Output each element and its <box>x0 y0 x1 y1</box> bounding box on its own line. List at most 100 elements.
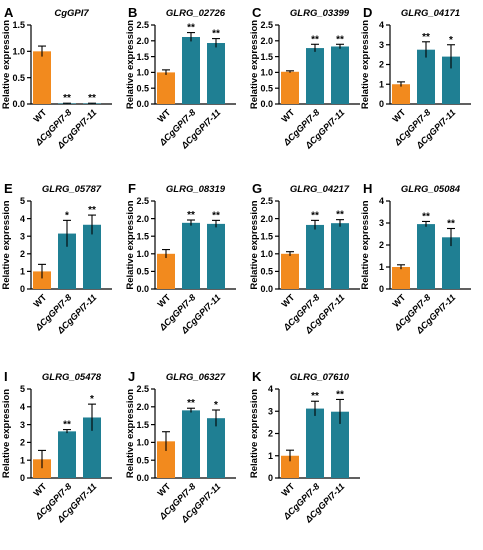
bar <box>306 224 324 289</box>
x-tick-label: WT <box>31 292 48 309</box>
y-axis-label: Relative expression <box>125 200 136 289</box>
significance-mark: ** <box>88 93 96 104</box>
panel-letter: E <box>4 181 13 196</box>
y-tick-label: 3 <box>379 40 384 50</box>
y-tick-label: 2.5 <box>260 196 273 206</box>
significance-mark: ** <box>311 34 319 45</box>
x-tick-label: WT <box>390 107 407 124</box>
y-tick-label: 2.5 <box>136 384 149 394</box>
y-tick-label: 1.5 <box>136 231 149 241</box>
chart-title: GLRG_04217 <box>290 184 350 195</box>
y-tick-label: 1.0 <box>260 68 273 78</box>
chart-title: GLRG_05084 <box>401 184 461 195</box>
y-tick-label: 1.5 <box>260 52 273 62</box>
y-tick-label: 0 <box>20 473 25 483</box>
y-tick-label: 0.0 <box>136 473 149 483</box>
panel-letter: F <box>128 181 136 196</box>
x-tick-label: WT <box>155 107 172 124</box>
y-axis-label: Relative expression <box>360 20 371 109</box>
y-tick-label: 1.0 <box>136 438 149 448</box>
y-tick-label: 0.0 <box>136 284 149 294</box>
bar <box>281 253 299 289</box>
y-tick-label: 5 <box>20 196 25 206</box>
bar <box>58 233 76 289</box>
significance-mark: ** <box>311 210 319 221</box>
y-tick-label: 4 <box>20 402 25 412</box>
y-tick-label: 0.0 <box>260 99 273 109</box>
y-tick-label: 2 <box>20 438 25 448</box>
significance-mark: ** <box>187 210 195 221</box>
y-tick-label: 4 <box>379 196 384 206</box>
bar <box>33 51 51 104</box>
bar <box>207 223 225 289</box>
y-tick-label: 3 <box>268 406 273 416</box>
y-tick-label: 2.0 <box>260 36 273 46</box>
significance-mark: ** <box>187 23 195 34</box>
y-axis-label: Relative expression <box>1 389 12 478</box>
panel-f: F GLRG_08319 Relative expression 0.0 0.5 1.0 1… <box>125 181 236 336</box>
bar <box>306 48 324 104</box>
y-tick-label: 0.5 <box>12 73 25 83</box>
y-tick-label: 3 <box>379 218 384 228</box>
y-tick-label: 5 <box>20 384 25 394</box>
y-tick-label: 4 <box>379 20 384 30</box>
y-tick-label: 2 <box>20 249 25 259</box>
y-tick-label: 1.5 <box>136 52 149 62</box>
panel-letter: I <box>4 369 8 384</box>
panel-letter: C <box>252 5 262 20</box>
significance-mark: ** <box>422 32 430 43</box>
chart-title: GLRG_08319 <box>166 184 226 195</box>
y-tick-label: 0.0 <box>260 284 273 294</box>
y-tick-label: 2.0 <box>260 214 273 224</box>
bar <box>207 43 225 104</box>
panel-letter: H <box>363 181 372 196</box>
y-tick-label: 1.0 <box>12 47 25 57</box>
y-tick-label: 0 <box>379 99 384 109</box>
panel-letter: G <box>252 181 262 196</box>
significance-mark: * <box>449 35 453 46</box>
y-axis-label: Relative expression <box>1 20 12 109</box>
panel-letter: D <box>363 5 372 20</box>
chart-title: GLRG_04171 <box>401 8 460 19</box>
bar <box>331 411 349 478</box>
panel-b: B GLRG_02726 Relative expression 0.0 0.5 1.0 1… <box>125 5 236 151</box>
y-tick-label: 3 <box>20 231 25 241</box>
significance-mark: ** <box>336 389 344 400</box>
y-tick-label: 2.0 <box>136 36 149 46</box>
x-tick-label: WT <box>155 292 172 309</box>
chart-title: GLRG_06327 <box>166 372 226 383</box>
significance-mark: ** <box>336 210 344 221</box>
bar <box>331 46 349 104</box>
y-tick-label: 2.0 <box>136 402 149 412</box>
y-axis-label: Relative expression <box>249 200 260 289</box>
y-tick-label: 0 <box>268 473 273 483</box>
y-tick-label: 2 <box>379 240 384 250</box>
significance-mark: ** <box>212 210 220 221</box>
bar <box>83 417 101 478</box>
bar <box>281 71 299 104</box>
y-tick-label: 1.0 <box>136 68 149 78</box>
bar <box>331 223 349 289</box>
chart-title: GLRG_05787 <box>42 184 102 195</box>
chart-title: GLRG_02726 <box>166 8 226 19</box>
bar <box>392 267 410 289</box>
panel-letter: A <box>4 5 14 20</box>
x-tick-label: WT <box>31 481 48 498</box>
y-tick-label: 4 <box>20 214 25 224</box>
panel-letter: B <box>128 5 137 20</box>
significance-mark: * <box>65 210 69 221</box>
y-axis-label: Relative expression <box>125 389 136 478</box>
y-axis-label: Relative expression <box>249 20 260 109</box>
y-tick-label: 0 <box>379 284 384 294</box>
bar <box>392 84 410 104</box>
bar <box>417 224 435 289</box>
bar <box>157 441 175 478</box>
bar <box>442 237 460 289</box>
bar <box>182 222 200 289</box>
significance-mark: ** <box>63 93 71 104</box>
bar <box>207 418 225 478</box>
